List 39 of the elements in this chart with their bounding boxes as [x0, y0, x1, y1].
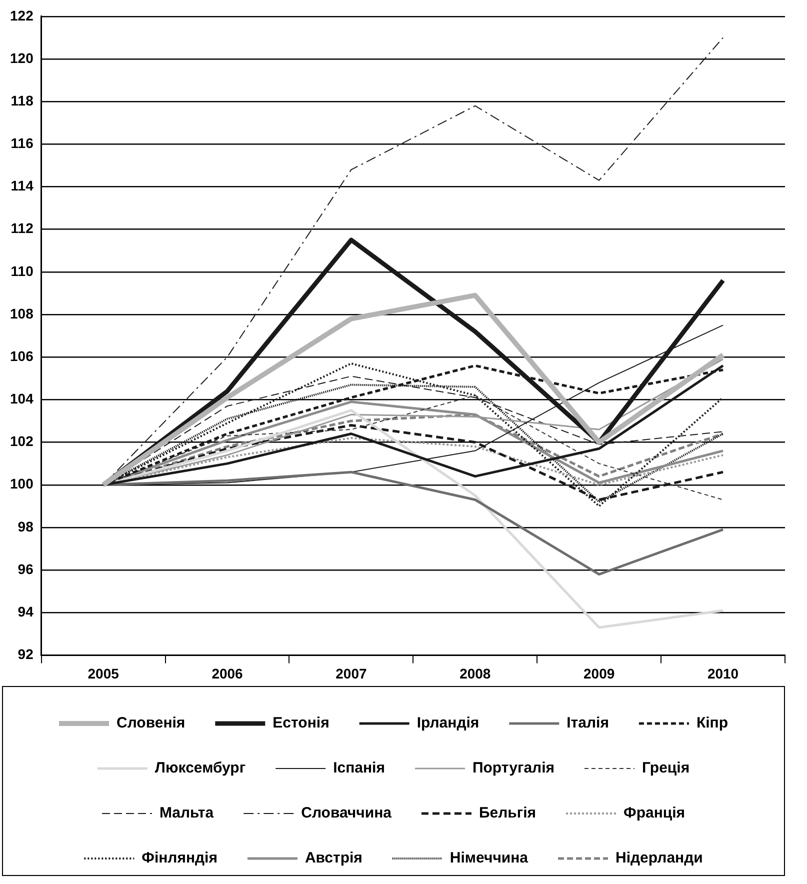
legend-label: Нідерланди: [616, 850, 703, 867]
y-tick-label: 102: [10, 433, 34, 450]
legend-label: Греція: [642, 760, 690, 777]
legend-label: Німеччина: [450, 850, 529, 867]
y-tick-label: 96: [18, 560, 34, 577]
y-tick-label: 122: [10, 7, 34, 24]
y-tick-label: 110: [10, 262, 34, 279]
legend-label: Іспанія: [333, 760, 385, 777]
legend-label: Франція: [624, 804, 686, 822]
y-tick-label: 118: [10, 92, 34, 108]
y-tick-label: 120: [10, 50, 34, 66]
y-tick-label: 94: [18, 603, 34, 620]
legend-label: Люксембург: [154, 760, 246, 777]
x-tick-label: 2005: [88, 665, 120, 682]
legend-label: Португалія: [472, 760, 554, 777]
y-tick-label: 100: [10, 476, 34, 492]
legend-label: Естонія: [272, 714, 330, 732]
y-tick-label: 112: [10, 220, 34, 236]
x-tick-label: 2009: [584, 665, 615, 682]
legend-label: Італія: [566, 714, 609, 732]
legend-label: Ірландія: [416, 714, 480, 732]
x-tick-label: 2008: [460, 665, 491, 682]
y-tick-label: 106: [10, 348, 34, 364]
legend-label: Мальта: [159, 804, 214, 822]
legend-label: Словаччина: [301, 804, 392, 822]
x-tick-label: 2007: [336, 665, 367, 682]
y-tick-label: 98: [18, 518, 34, 534]
legend-label: Австрія: [304, 850, 362, 867]
x-tick-label: 2010: [707, 665, 739, 682]
y-tick-label: 114: [10, 178, 34, 194]
legend-label: Фінляндія: [142, 850, 218, 867]
y-tick-label: 104: [10, 390, 34, 407]
legend-label: Кіпр: [696, 714, 728, 732]
y-tick-label: 108: [10, 305, 34, 322]
y-tick-label: 116: [10, 135, 34, 152]
legend-label: Бельгія: [478, 804, 536, 822]
legend-label: Словенія: [116, 714, 186, 732]
x-tick-label: 2006: [212, 665, 244, 682]
y-tick-label: 92: [18, 646, 34, 662]
